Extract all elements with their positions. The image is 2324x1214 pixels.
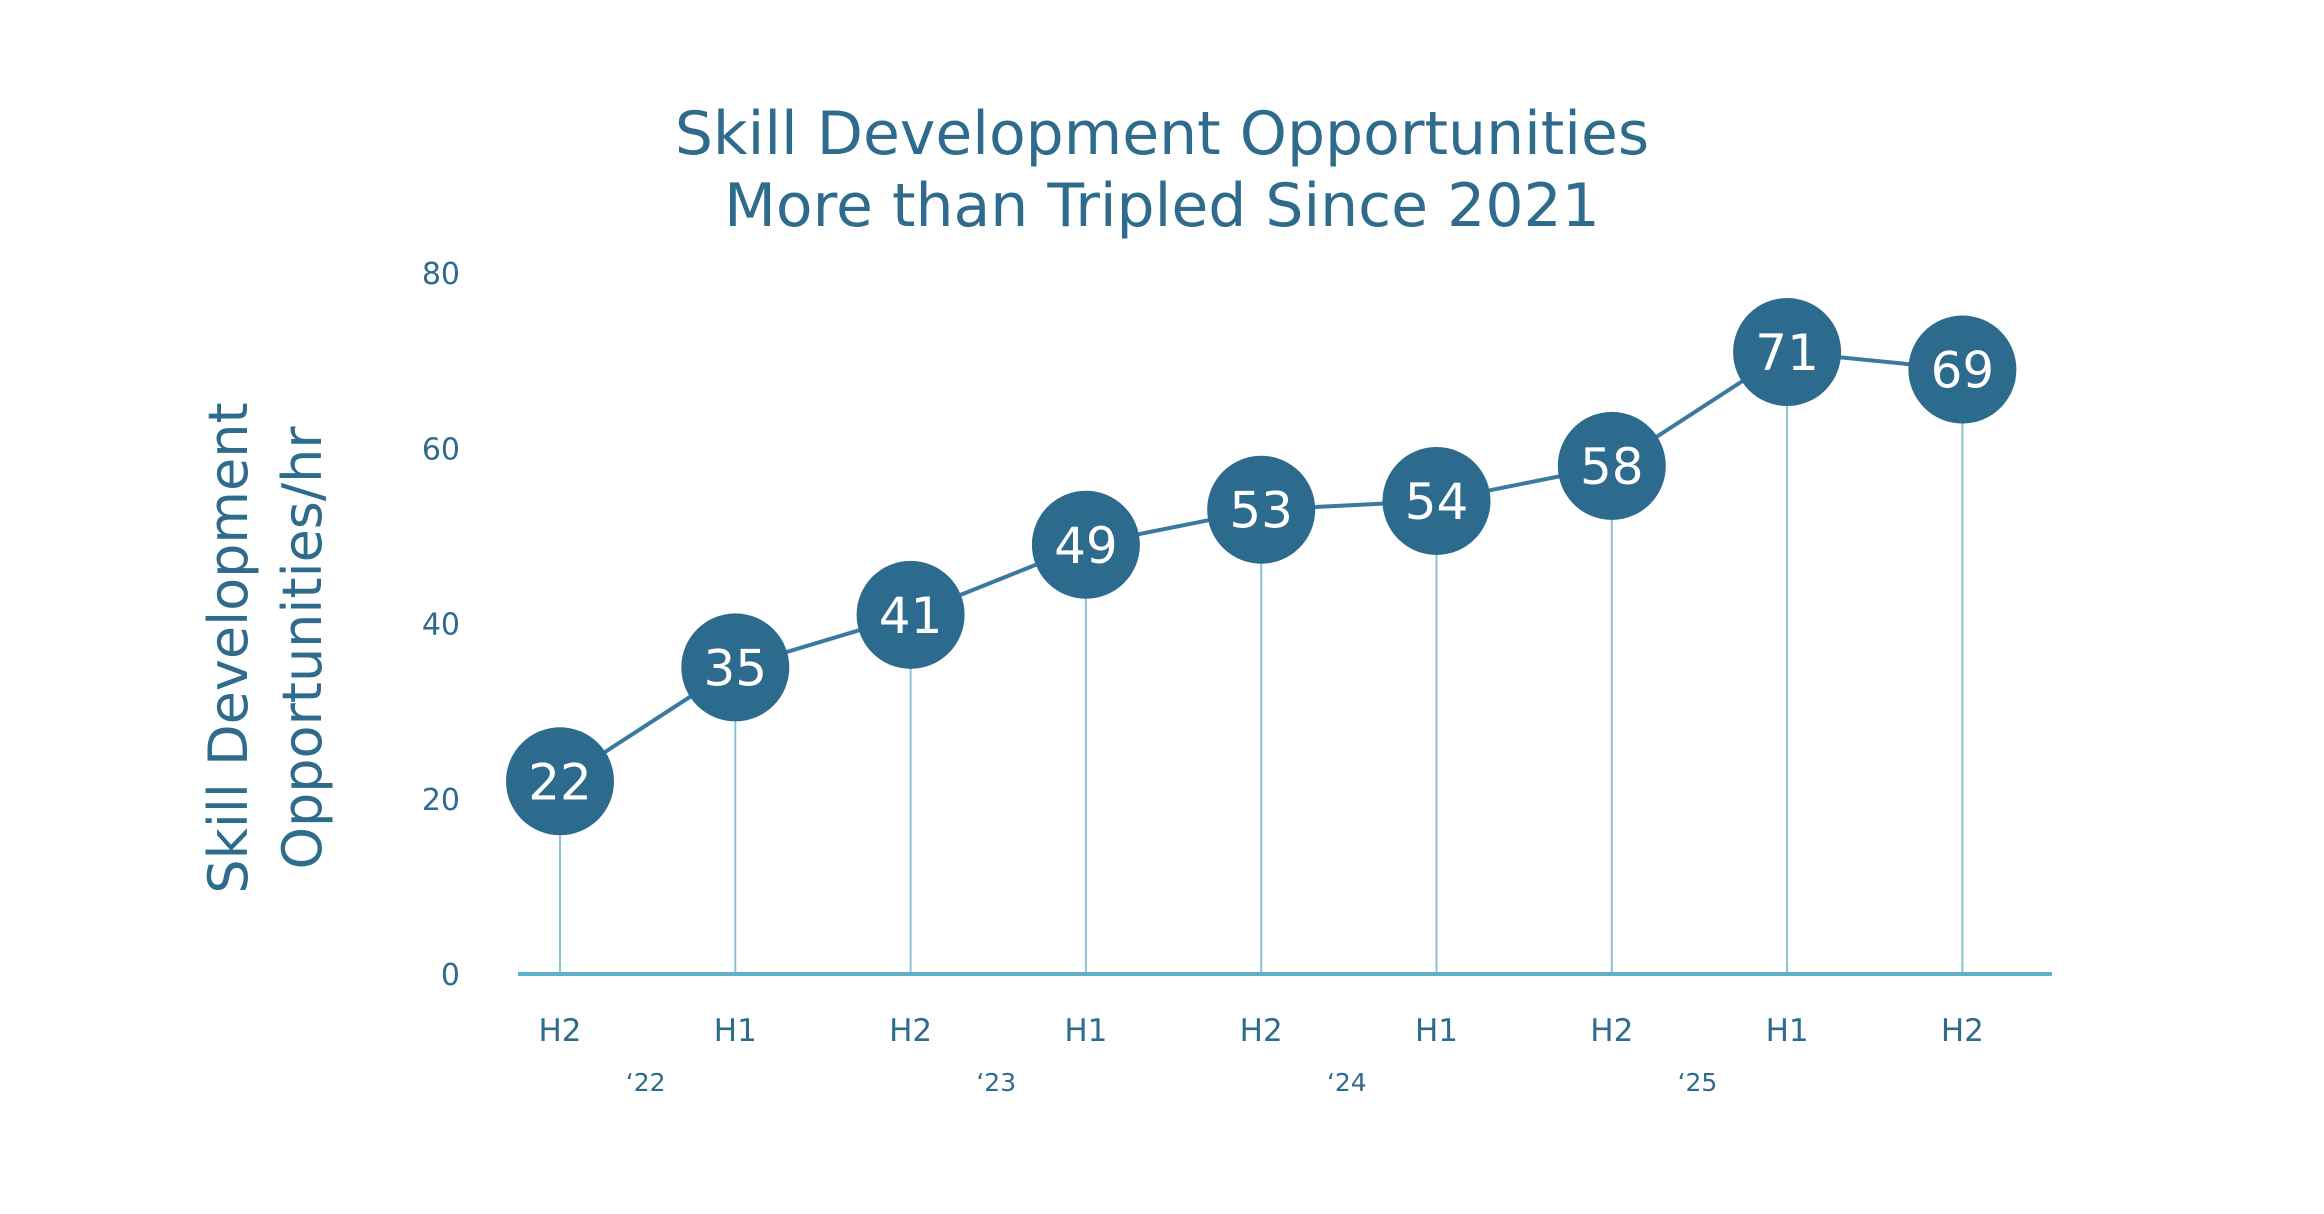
chart-title: Skill Development Opportunities More tha… xyxy=(0,98,2324,242)
y-tick-label: 0 xyxy=(441,958,460,993)
data-label: 58 xyxy=(1580,438,1644,496)
y-tick-label: 80 xyxy=(422,257,460,292)
x-tick-label: H1 xyxy=(714,1013,757,1049)
data-point-marker xyxy=(1908,315,2017,424)
x-axis-ticks: H2 H1 H2 H1 H2 H1 H2 H1 H2 xyxy=(538,1013,1983,1049)
data-label: 22 xyxy=(528,753,592,811)
chart-title-line-2: More than Tripled Since 2021 xyxy=(724,171,1600,241)
data-label: 54 xyxy=(1405,473,1469,531)
x-tick-label: H2 xyxy=(538,1013,581,1049)
x-year-label: ‘22 xyxy=(626,1068,666,1097)
chart-title-line-1: Skill Development Opportunities xyxy=(674,99,1650,169)
y-tick-label: 40 xyxy=(422,608,460,643)
x-tick-label: H1 xyxy=(1766,1013,1809,1049)
y-axis-ticks: 0 20 40 60 80 xyxy=(422,257,460,993)
data-label: 41 xyxy=(879,587,943,645)
x-year-label: ‘25 xyxy=(1678,1068,1718,1097)
data-point-marker xyxy=(506,727,614,836)
data-point-marker xyxy=(1557,411,1666,520)
x-year-label: ‘23 xyxy=(976,1068,1016,1097)
stem-lines xyxy=(559,352,1964,974)
data-point-marker xyxy=(1733,298,1842,407)
x-tick-label: H2 xyxy=(889,1013,932,1049)
data-label: 49 xyxy=(1054,517,1118,575)
data-label: 35 xyxy=(703,639,767,697)
x-tick-label: H2 xyxy=(1941,1013,1984,1049)
y-tick-label: 60 xyxy=(422,432,460,467)
x-axis-year-labels: ‘22 ‘23 ‘24 ‘25 xyxy=(626,1068,1718,1097)
data-point-marker xyxy=(1031,490,1140,599)
data-markers: 22 35 41 49 53 54 58 71 69 xyxy=(506,298,2017,836)
x-year-label: ‘24 xyxy=(1327,1068,1367,1097)
y-axis-label: Skill Development Opportunities/hr xyxy=(197,402,334,893)
data-label: 69 xyxy=(1931,342,1995,400)
y-tick-label: 20 xyxy=(422,783,460,818)
x-tick-label: H1 xyxy=(1415,1013,1458,1049)
data-point-marker xyxy=(681,613,790,722)
x-tick-label: H1 xyxy=(1064,1013,1107,1049)
data-point-marker xyxy=(1207,455,1316,564)
data-label: 53 xyxy=(1229,482,1293,540)
x-tick-label: H2 xyxy=(1590,1013,1633,1049)
data-point-marker xyxy=(856,560,965,669)
data-point-marker xyxy=(1382,446,1491,555)
x-tick-label: H2 xyxy=(1240,1013,1283,1049)
y-axis-label-line-1: Skill Development xyxy=(197,402,260,893)
data-label: 71 xyxy=(1755,324,1819,382)
y-axis-label-line-2: Opportunities/hr xyxy=(271,426,334,870)
